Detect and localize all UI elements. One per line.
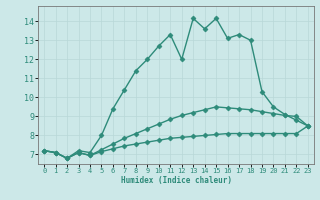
X-axis label: Humidex (Indice chaleur): Humidex (Indice chaleur) <box>121 176 231 185</box>
